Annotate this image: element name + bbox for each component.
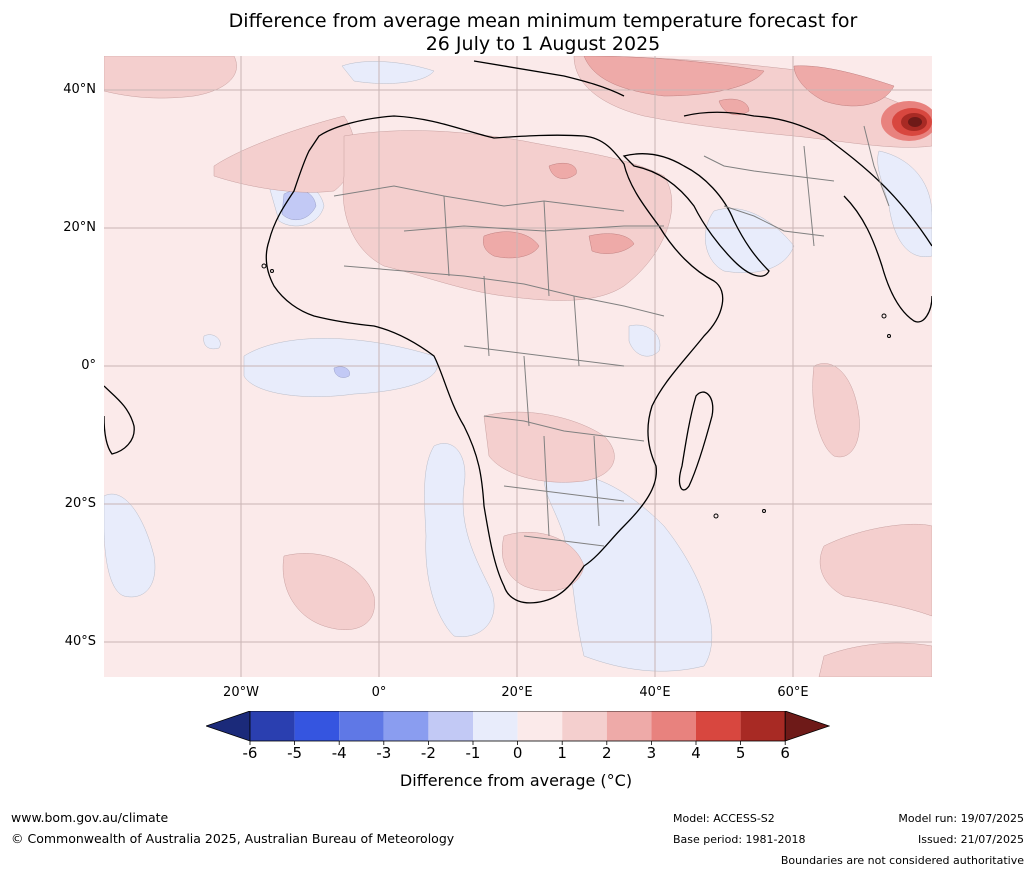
hot-spot xyxy=(881,101,932,141)
map-svg xyxy=(104,56,932,677)
lon-label-20w: 20°W xyxy=(223,685,259,700)
coastlines xyxy=(104,60,932,604)
lon-label-60e: 60°E xyxy=(777,685,809,700)
colorbar-segment xyxy=(606,711,652,741)
colorbar-segment xyxy=(428,711,473,741)
colorbar-segment xyxy=(696,711,741,741)
footer-website: www.bom.gov.au/climate xyxy=(11,810,169,825)
colorbar-tick-label: 5 xyxy=(735,744,746,762)
colorbar-segment xyxy=(473,711,518,741)
footer-model-run: Model run: 19/07/2025 xyxy=(898,812,1024,825)
colorbar-extend-low xyxy=(204,710,251,742)
colorbar-segment xyxy=(740,711,786,741)
colorbar-segment xyxy=(250,711,295,741)
colorbar-segment xyxy=(383,711,429,741)
colorbar-segment xyxy=(517,711,563,741)
colorbar-segment xyxy=(339,711,384,741)
colorbar-label: Difference from average (°C) xyxy=(399,771,633,790)
colorbar-tick-label: 6 xyxy=(780,744,790,762)
footer-base-period: Base period: 1981-2018 xyxy=(673,833,806,846)
graticule xyxy=(104,56,932,677)
lat-label-40n: 40°N xyxy=(63,82,96,97)
colorbar-tick-label: -1 xyxy=(465,744,481,762)
colorbar xyxy=(204,710,831,745)
colorbar-tick-label: 2 xyxy=(602,744,612,762)
colorbar-svg xyxy=(204,710,831,745)
colorbar-tick-label: -3 xyxy=(376,744,392,762)
footer-issued: Issued: 21/07/2025 xyxy=(917,833,1024,846)
stronger-warm-patches xyxy=(483,56,895,259)
title-line-2: 26 July to 1 August 2025 xyxy=(425,33,661,55)
footer-disclaimer: Boundaries are not considered authoritat… xyxy=(780,854,1024,867)
footer-model: Model: ACCESS-S2 xyxy=(673,812,775,825)
colorbar-tick-label: 4 xyxy=(691,744,701,762)
colorbar-tick-label: -6 xyxy=(242,744,258,762)
colorbar-segment xyxy=(294,711,340,741)
map-panel xyxy=(104,56,932,677)
islands xyxy=(261,263,891,519)
lat-label-40s: 40°S xyxy=(64,634,96,649)
lon-label-0: 0° xyxy=(371,685,387,700)
colorbar-segment xyxy=(651,711,696,741)
lat-label-0: 0° xyxy=(81,358,96,373)
lat-label-20n: 20°N xyxy=(63,220,96,235)
colorbar-tick-label: -4 xyxy=(331,744,347,762)
country-borders xyxy=(333,125,890,547)
colorbar-tick-label: 3 xyxy=(646,744,657,762)
colorbar-tick-label: -2 xyxy=(420,744,436,762)
colorbar-segment xyxy=(562,711,607,741)
colorbar-tick-label: -5 xyxy=(287,744,303,762)
title-line-1: Difference from average mean minimum tem… xyxy=(228,10,858,32)
lon-label-20e: 20°E xyxy=(501,685,533,700)
footer-copyright: © Commonwealth of Australia 2025, Austra… xyxy=(11,831,455,846)
colorbar-tick-label: 1 xyxy=(557,744,567,762)
lon-label-40e: 40°E xyxy=(639,685,671,700)
lat-label-20s: 20°S xyxy=(64,496,96,511)
map-title: Difference from average mean minimum tem… xyxy=(0,10,1035,56)
colorbar-tick-label: 0 xyxy=(512,744,523,762)
colorbar-extend-high xyxy=(784,710,831,742)
